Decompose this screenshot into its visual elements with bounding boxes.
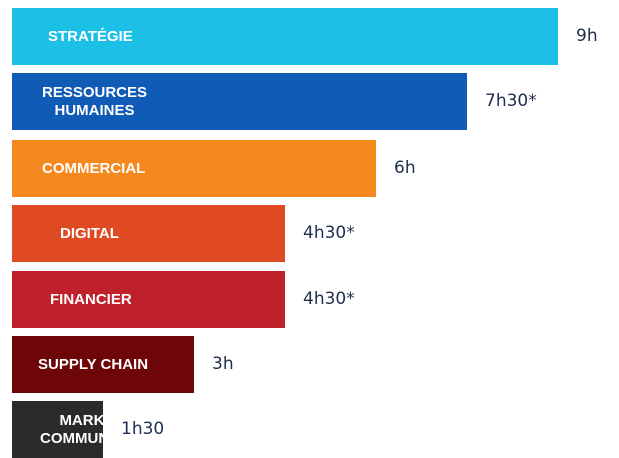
bar-5: SUPPLY CHAIN	[12, 336, 194, 393]
bar-6: MARKETING COMMUNICATION	[12, 401, 170, 458]
bar-category-label: MARKETING COMMUNICATION	[40, 411, 170, 447]
bar-4: FINANCIER	[12, 271, 285, 328]
bar-category-label: SUPPLY CHAIN	[38, 355, 149, 373]
bar-1: RESSOURCES HUMAINES	[12, 73, 467, 130]
bar-value-label: 6h	[394, 157, 416, 178]
bar-category-label: STRATÉGIE	[48, 27, 133, 45]
bar-3: DIGITAL	[12, 205, 285, 262]
bar-value-label: 1h30	[121, 418, 165, 439]
bar-value-label: 9h	[576, 25, 598, 46]
bar-value-label: 7h30*	[485, 90, 537, 111]
bar-category-label: DIGITAL	[60, 224, 119, 242]
bar-category-label: FINANCIER	[50, 290, 132, 308]
bar-value-label: 4h30*	[303, 222, 355, 243]
bar-2: COMMERCIAL	[12, 140, 376, 197]
bar-0: STRATÉGIE	[12, 8, 558, 65]
bar-value-label: 3h	[212, 353, 234, 374]
bar-category-label: COMMERCIAL	[42, 159, 146, 177]
bar-value-label: 4h30*	[303, 288, 355, 309]
bar-category-label: RESSOURCES HUMAINES	[42, 83, 148, 119]
